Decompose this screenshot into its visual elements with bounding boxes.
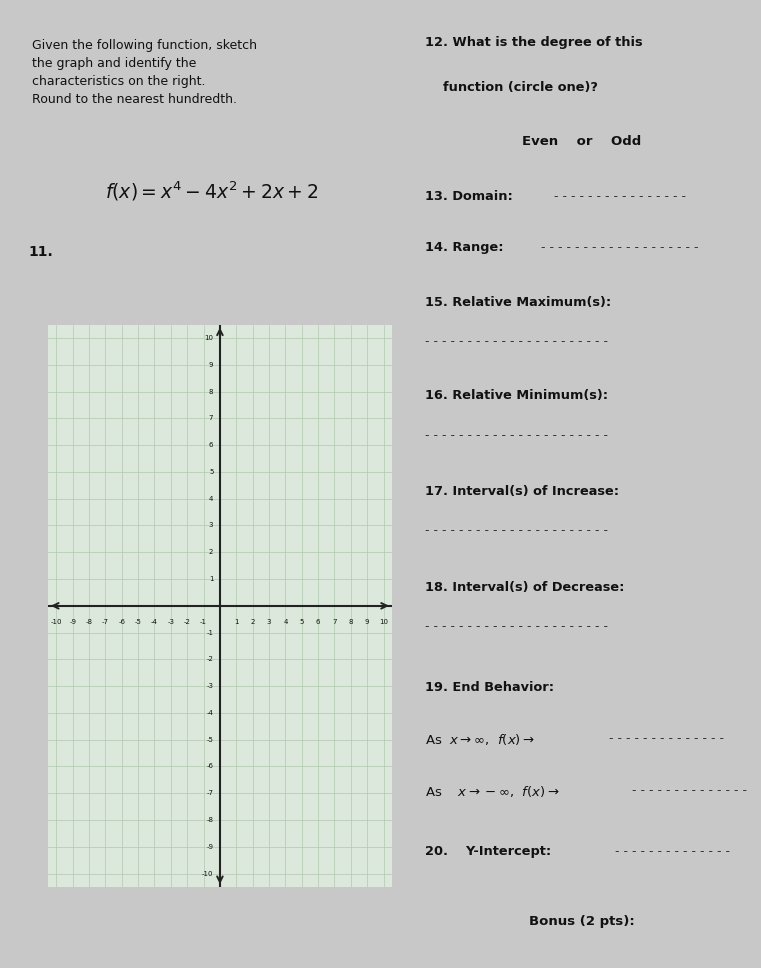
Text: -4: -4 [206,710,213,716]
Text: 3: 3 [267,620,271,625]
Text: 1: 1 [209,576,213,582]
Text: function (circle one)?: function (circle one)? [425,81,598,94]
Text: -5: -5 [206,737,213,742]
Text: $f(x) = x^4 - 4x^2 + 2x + 2$: $f(x) = x^4 - 4x^2 + 2x + 2$ [105,179,319,203]
Text: 20.    Y-Intercept:: 20. Y-Intercept: [425,845,552,858]
Text: 6: 6 [316,620,320,625]
Text: 13. Domain:: 13. Domain: [425,190,513,202]
Text: 4: 4 [283,620,288,625]
Text: 12. What is the degree of this: 12. What is the degree of this [425,36,643,49]
Text: As  $x \to \infty$,  $f(x) \to$: As $x \to \infty$, $f(x) \to$ [425,733,535,747]
Text: -9: -9 [206,844,213,850]
Text: 11.: 11. [28,245,53,259]
Text: 19. End Behavior:: 19. End Behavior: [425,681,554,694]
Text: Given the following function, sketch
the graph and identify the
characteristics : Given the following function, sketch the… [32,39,257,106]
Text: -2: -2 [206,656,213,662]
Text: -1: -1 [200,620,207,625]
Text: 2: 2 [250,620,255,625]
Text: -3: -3 [167,620,174,625]
Text: 8: 8 [209,388,213,395]
Text: 15. Relative Maximum(s):: 15. Relative Maximum(s): [425,295,611,309]
Text: -8: -8 [206,817,213,823]
Text: 18. Interval(s) of Decrease:: 18. Interval(s) of Decrease: [425,581,625,593]
Text: -1: -1 [206,629,213,636]
Text: -6: -6 [206,764,213,770]
Text: -8: -8 [85,620,93,625]
Text: - - - - - - - - - - - - - - - - - - - - - -: - - - - - - - - - - - - - - - - - - - - … [425,335,608,348]
Text: -7: -7 [206,790,213,797]
Text: Even    or    Odd: Even or Odd [522,136,641,148]
Text: 7: 7 [333,620,336,625]
Text: - - - - - - - - - - - - - - - - - - - - - -: - - - - - - - - - - - - - - - - - - - - … [425,525,608,537]
Text: 5: 5 [209,469,213,475]
Text: - - - - - - - - - - - - - - - - - - -: - - - - - - - - - - - - - - - - - - - [540,241,698,255]
Text: As    $x \to -\infty$,  $f(x) \to$: As $x \to -\infty$, $f(x) \to$ [425,784,560,799]
Text: 1: 1 [234,620,238,625]
Text: 14. Range:: 14. Range: [425,241,504,255]
Text: -2: -2 [183,620,191,625]
Text: 17. Interval(s) of Increase:: 17. Interval(s) of Increase: [425,485,619,498]
Text: - - - - - - - - - - - - - - - - - - - - - -: - - - - - - - - - - - - - - - - - - - - … [425,620,608,633]
Text: -7: -7 [102,620,109,625]
Text: 10: 10 [379,620,388,625]
Text: 5: 5 [300,620,304,625]
Text: 16. Relative Minimum(s):: 16. Relative Minimum(s): [425,389,608,403]
Text: - - - - - - - - - - - - - - - - - - - - - -: - - - - - - - - - - - - - - - - - - - - … [425,429,608,441]
Text: - - - - - - - - - - - - - -: - - - - - - - - - - - - - - [616,845,731,858]
Text: -6: -6 [118,620,126,625]
Text: 3: 3 [209,523,213,529]
Text: -3: -3 [206,683,213,689]
Text: 2: 2 [209,549,213,556]
Text: - - - - - - - - - - - - - -: - - - - - - - - - - - - - - [609,733,724,745]
Text: 10: 10 [205,335,213,341]
Text: 9: 9 [209,362,213,368]
Text: 7: 7 [209,415,213,421]
Text: -9: -9 [69,620,76,625]
Text: 8: 8 [349,620,353,625]
Text: -5: -5 [135,620,142,625]
Text: - - - - - - - - - - - - - -: - - - - - - - - - - - - - - [632,784,747,797]
Text: -4: -4 [151,620,158,625]
Text: 4: 4 [209,496,213,501]
Text: 6: 6 [209,442,213,448]
Text: Bonus (2 pts):: Bonus (2 pts): [529,915,634,928]
Text: - - - - - - - - - - - - - - - -: - - - - - - - - - - - - - - - - [554,190,686,202]
Text: 9: 9 [365,620,369,625]
Text: -10: -10 [50,620,62,625]
Text: -10: -10 [202,870,213,877]
